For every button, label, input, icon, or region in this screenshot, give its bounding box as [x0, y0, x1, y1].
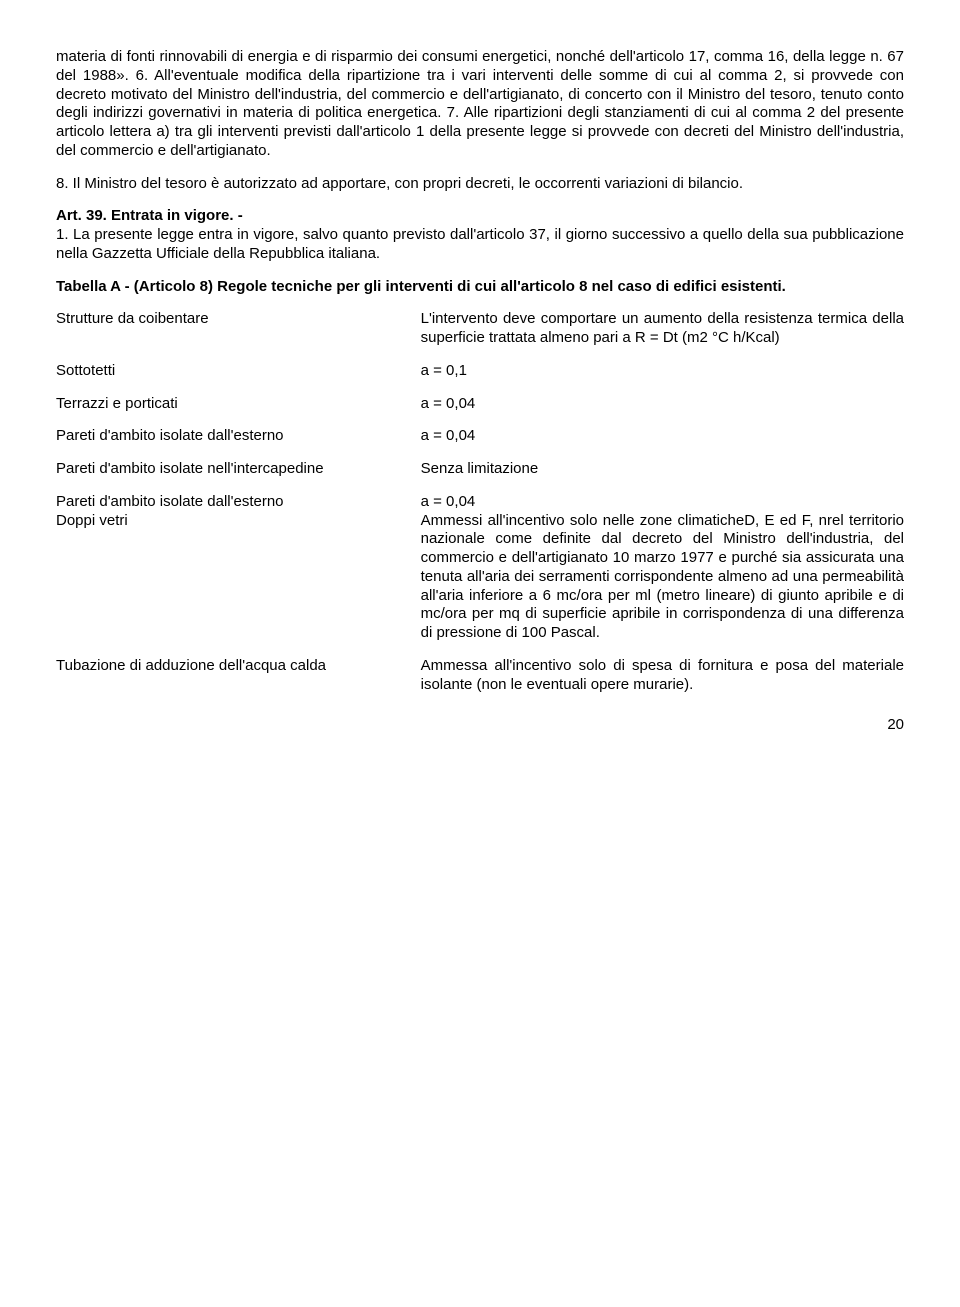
rule-label: Terrazzi e porticati: [56, 395, 421, 428]
rule-value: a = 0,04: [421, 395, 904, 428]
page-number: 20: [56, 716, 904, 735]
rule-label: Strutture da coibentare: [56, 310, 421, 362]
rule-value: L'intervento deve comportare un aumento …: [421, 310, 904, 362]
rule-label: Pareti d'ambito isolate dall'esterno: [56, 427, 421, 460]
rule-label: Pareti d'ambito isolate nell'intercapedi…: [56, 460, 421, 493]
rule-value: a = 0,04: [421, 427, 904, 460]
table-row: Terrazzi e porticati a = 0,04: [56, 395, 904, 428]
rule-label: Sottotetti: [56, 362, 421, 395]
article-39-body: 1. La presente legge entra in vigore, sa…: [56, 226, 904, 264]
table-row: Strutture da coibentare L'intervento dev…: [56, 310, 904, 362]
rule-value: a = 0,1: [421, 362, 904, 395]
table-row: Tubazione di adduzione dell'acqua calda …: [56, 657, 904, 709]
table-row: Pareti d'ambito isolate dall'esterno a =…: [56, 427, 904, 460]
rule-value: Ammessa all'incentivo solo di spesa di f…: [421, 657, 904, 709]
rule-label: Pareti d'ambito isolate dall'esterno Dop…: [56, 493, 421, 657]
table-row: Sottotetti a = 0,1: [56, 362, 904, 395]
table-row: Pareti d'ambito isolate dall'esterno Dop…: [56, 493, 904, 657]
rule-label: Tubazione di adduzione dell'acqua calda: [56, 657, 421, 709]
intro-paragraph-1: materia di fonti rinnovabili di energia …: [56, 48, 904, 161]
rule-value: a = 0,04 Ammessi all'incentivo solo nell…: [421, 493, 904, 657]
table-a-heading: Tabella A - (Articolo 8) Regole tecniche…: [56, 278, 904, 297]
rule-value: Senza limitazione: [421, 460, 904, 493]
table-row: Pareti d'ambito isolate nell'intercapedi…: [56, 460, 904, 493]
rules-table: Strutture da coibentare L'intervento dev…: [56, 310, 904, 708]
intro-paragraph-2: 8. Il Ministro del tesoro è autorizzato …: [56, 175, 904, 194]
article-39-heading: Art. 39. Entrata in vigore. -: [56, 207, 904, 226]
